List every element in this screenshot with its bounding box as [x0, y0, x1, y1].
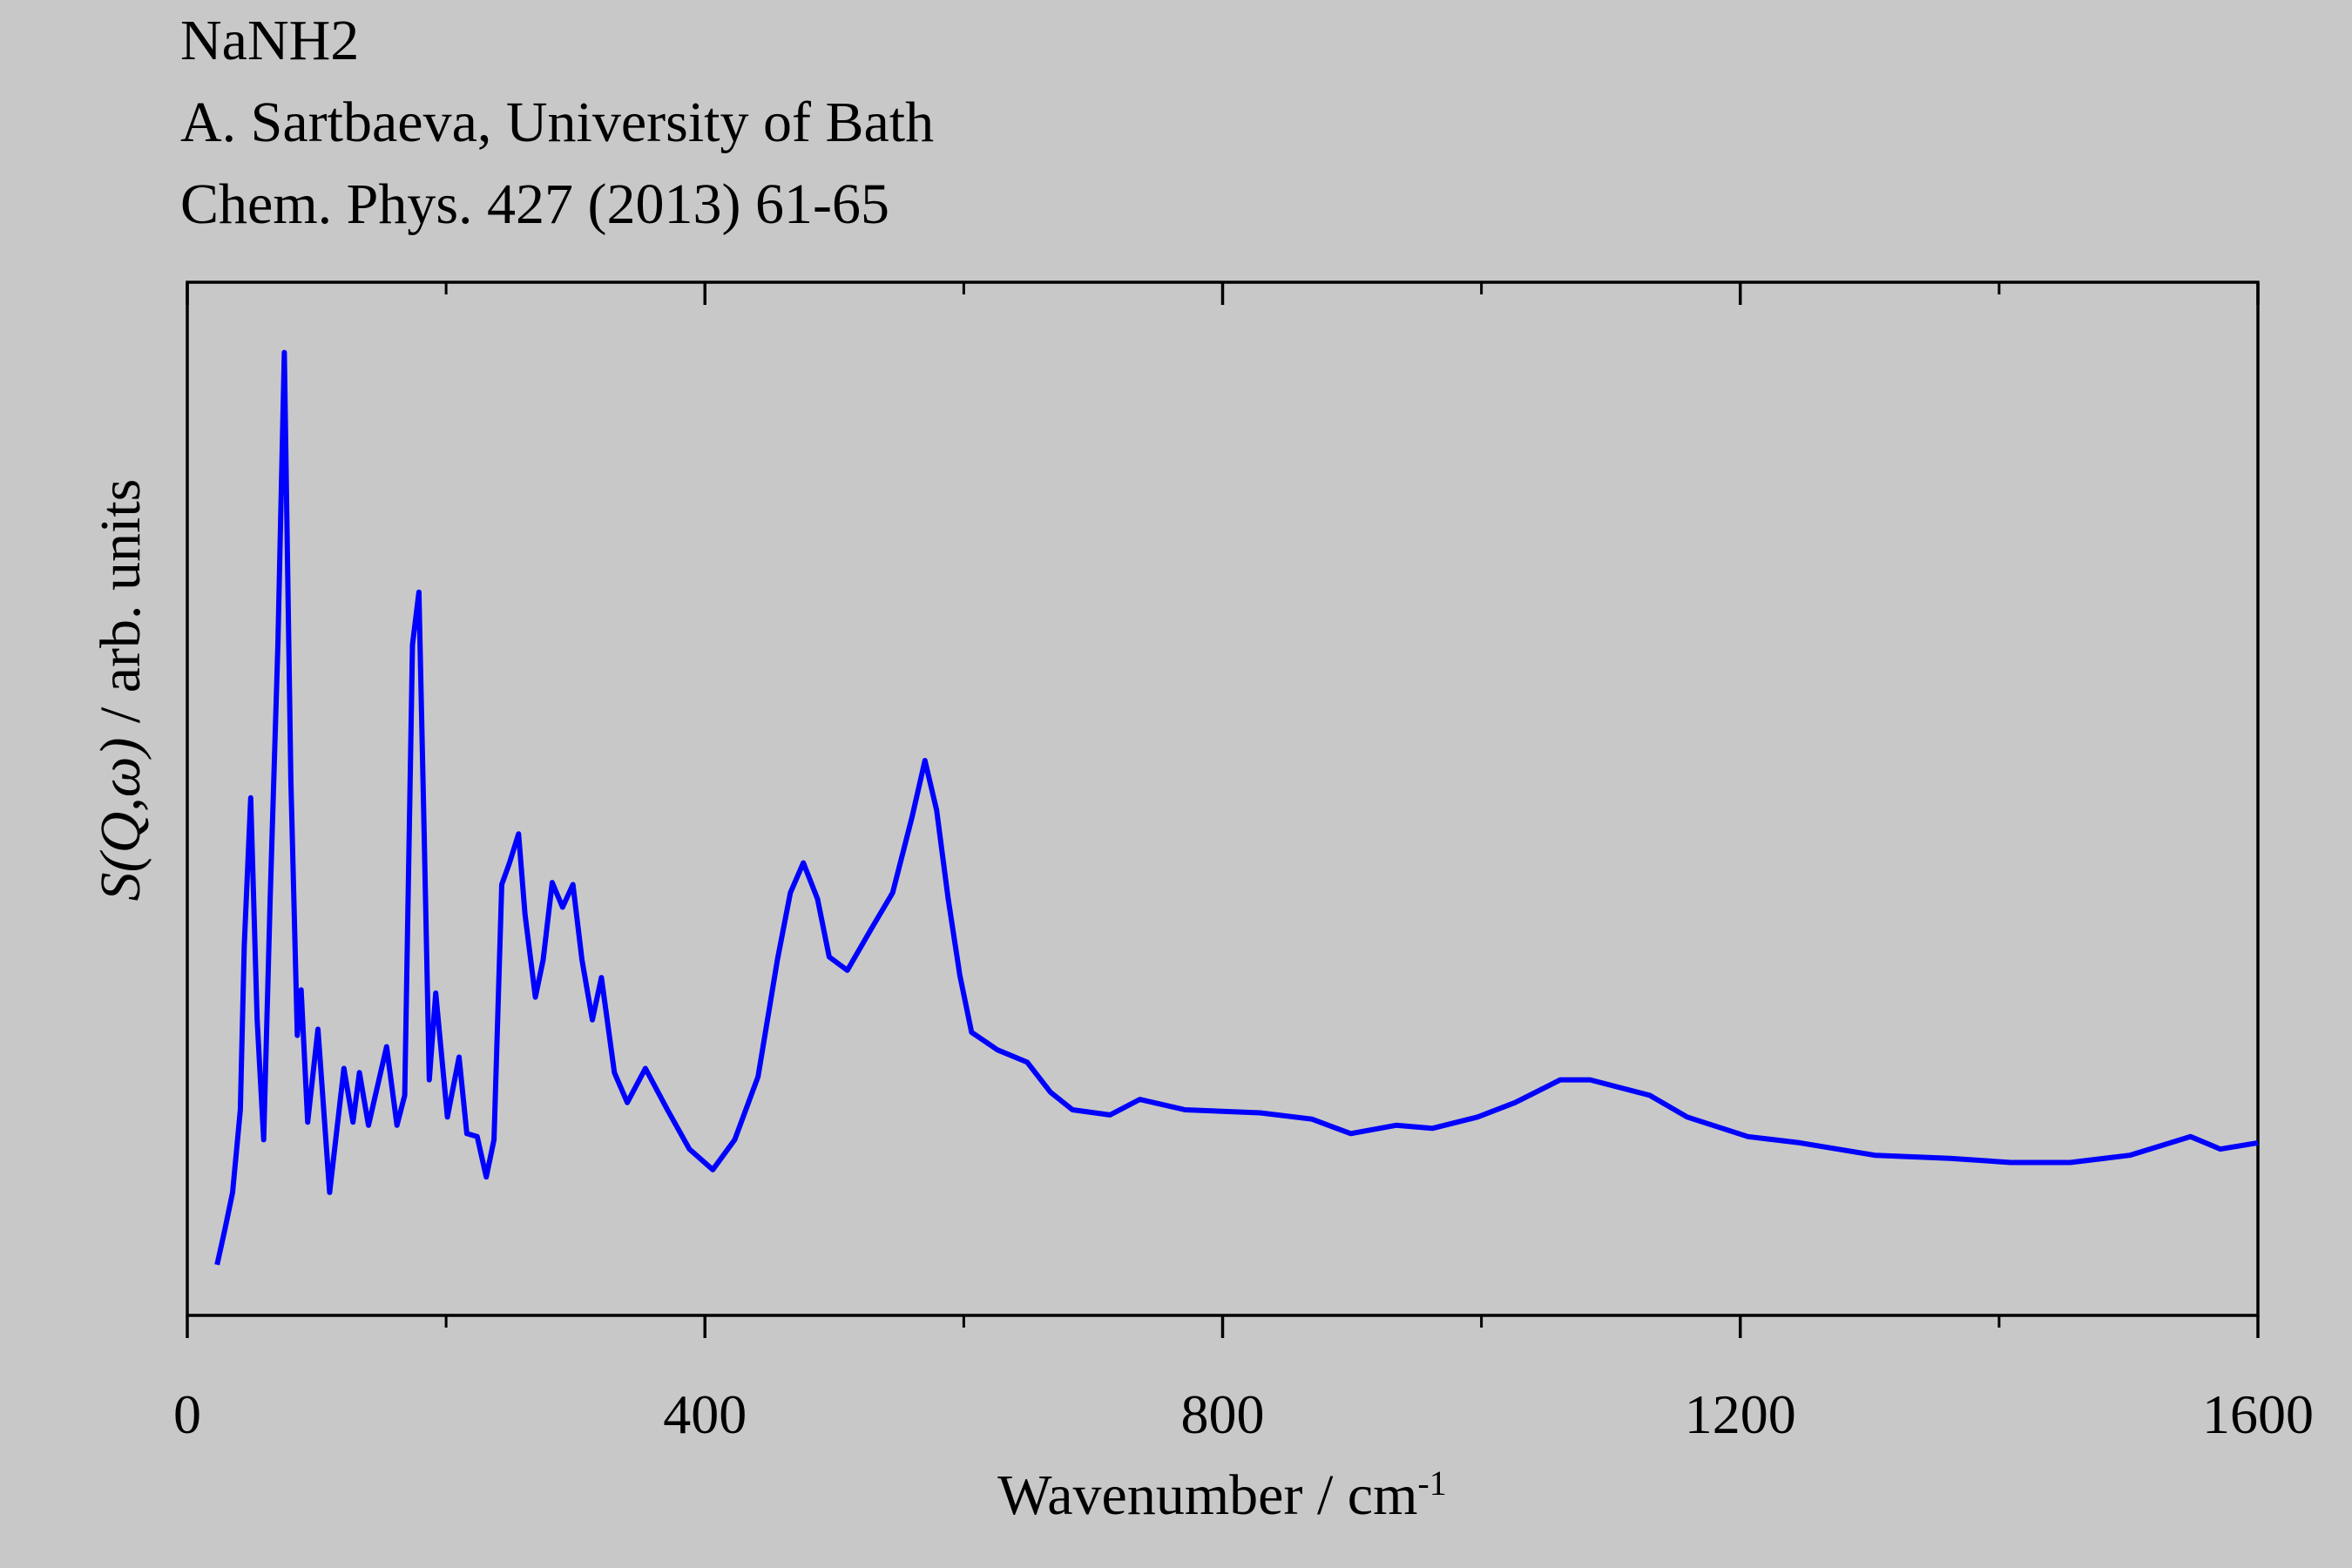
title-line: Chem. Phys. 427 (2013) 61-65: [180, 172, 889, 236]
x-axis-label: Wavenumber / cm-1: [997, 1463, 1447, 1528]
x-tick-label: 1600: [2202, 1383, 2314, 1445]
x-axis-label-part: Wavenumber / cm: [997, 1463, 1417, 1527]
spectrum-line: [214, 349, 2259, 1266]
x-tick-label: 800: [1181, 1383, 1265, 1445]
x-tick-label: 0: [173, 1383, 201, 1445]
title-line: A. Sartbaeva, University of Bath: [180, 91, 934, 154]
y-axis-label: S(Q,ω) / arb. units: [89, 479, 152, 902]
x-tick-label: 1200: [1685, 1383, 1796, 1445]
y-axis-label-part: / arb. units: [89, 479, 152, 738]
x-tick-label: 400: [663, 1383, 747, 1445]
y-axis-label-part: S(Q,ω): [89, 738, 152, 902]
title-line: NaNH2: [180, 9, 359, 72]
x-axis-label-part: -1: [1417, 1463, 1446, 1503]
